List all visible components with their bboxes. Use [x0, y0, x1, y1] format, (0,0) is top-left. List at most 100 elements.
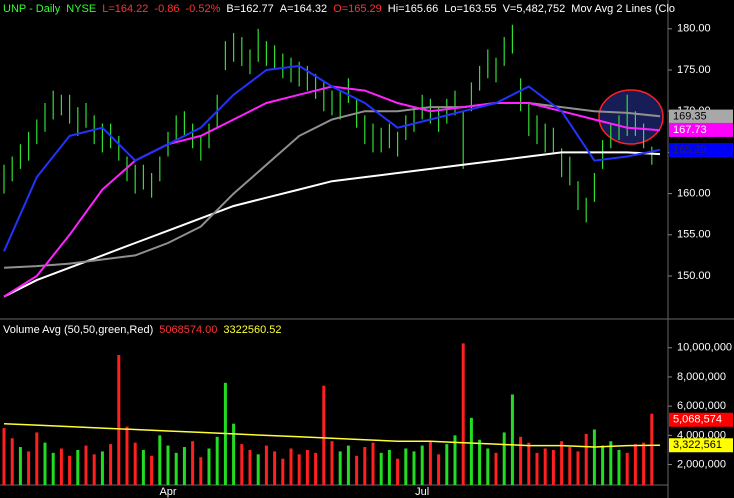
volume-bar: [551, 449, 555, 485]
volume-bar: [109, 444, 113, 485]
volume-bar: [527, 442, 531, 485]
header-item: L=164.22: [102, 3, 148, 15]
volume-bar: [264, 445, 268, 485]
volume-bar: [625, 452, 629, 485]
moving-average: [3, 102, 661, 269]
volume-bar: [519, 436, 523, 485]
header-item: Mov Avg 2 Lines (Clo: [571, 3, 675, 15]
volume-bar: [379, 452, 383, 485]
volume-bar: [68, 455, 72, 485]
y-tick-label: 8,000,000: [677, 371, 726, 383]
volume-bar: [404, 448, 408, 485]
header-item: A=164.32: [280, 3, 327, 15]
volume-bar: [560, 441, 564, 485]
volume-bar: [642, 442, 646, 485]
volume-bar: [18, 447, 22, 485]
volume-bar: [150, 455, 154, 485]
volume-bar: [289, 448, 293, 485]
y-tick-label: 155.00: [677, 229, 711, 241]
volume-bar: [453, 435, 457, 485]
volume-bar: [125, 426, 129, 485]
volume-bar: [207, 448, 211, 485]
volume-bar: [330, 441, 334, 485]
header-item: O=165.29: [333, 3, 382, 15]
highlight-circle: [598, 89, 664, 145]
volume-bar: [273, 451, 277, 485]
y-tick-label: 180.00: [677, 23, 711, 35]
volume-bar: [141, 449, 145, 485]
volume-bar: [633, 444, 637, 485]
header-item: Lo=163.55: [444, 3, 496, 15]
volume-bar: [346, 445, 350, 485]
volume-bar: [535, 452, 539, 485]
volume-bar: [166, 445, 170, 485]
volume-bar: [322, 385, 326, 485]
x-axis-label: Apr: [159, 486, 176, 498]
volume-bar: [617, 449, 621, 485]
volume-bar: [486, 448, 490, 485]
header: UNP - Daily NYSE L=164.22 -0.86 -0.52% B=162.…: [3, 3, 675, 15]
header-item: -0.52%: [186, 3, 221, 15]
volume-bar: [461, 343, 465, 485]
volume-bar: [84, 445, 88, 485]
volume-bar: [10, 438, 14, 485]
volume-bar: [437, 454, 441, 485]
header-item: Hi=165.66: [388, 3, 438, 15]
volume-bar: [117, 355, 121, 485]
header-item: NYSE: [66, 3, 96, 15]
volume-bar: [469, 417, 473, 485]
last-value-label: 3,322,561: [673, 439, 722, 451]
header-item: -0.86: [154, 3, 179, 15]
volume-bar: [35, 432, 39, 485]
last-value-label: 169.35: [673, 110, 707, 122]
volume-bar: [576, 451, 580, 485]
header-item: V=5,482,752: [503, 3, 566, 15]
volume-bar: [601, 445, 605, 485]
volume-bar: [445, 444, 449, 485]
volume-bar: [338, 451, 342, 485]
volume-bar: [568, 447, 572, 485]
header-item: B=162.77: [226, 3, 273, 15]
header-item: 5068574.00: [159, 324, 217, 336]
last-value-label: 167.73: [673, 124, 707, 136]
header-item: UNP - Daily: [3, 3, 61, 15]
volume-average: [3, 422, 661, 448]
y-tick-label: 2,000,000: [677, 458, 726, 470]
volume-bar: [76, 449, 80, 485]
header-item: Volume Avg (50,50,green,Red): [3, 324, 153, 336]
volume-bar: [297, 454, 301, 485]
volume-bar: [387, 449, 391, 485]
volume-bar: [396, 458, 400, 485]
volume-bar: [281, 458, 285, 485]
last-value-box: [669, 109, 733, 124]
last-value-label: 5,068,574: [673, 414, 722, 426]
last-value-box: [669, 143, 733, 158]
volume-bar: [240, 444, 244, 485]
volume-bar: [584, 433, 588, 485]
volume-bar: [92, 454, 96, 485]
volume-bar: [232, 423, 236, 485]
volume-bar: [355, 455, 359, 485]
moving-average: [3, 64, 661, 252]
volume-bar: [371, 442, 375, 485]
volume-bar: [51, 452, 55, 485]
header: Volume Avg (50,50,green,Red) 5068574.00 33…: [3, 324, 281, 336]
y-tick-label: 10,000,000: [677, 342, 732, 354]
volume-bar: [363, 447, 367, 485]
volume-bar: [494, 452, 498, 485]
volume-bar: [133, 442, 137, 485]
volume-bar: [215, 436, 219, 485]
volume-bar: [199, 457, 203, 485]
last-value-label: 165.29: [673, 144, 707, 156]
last-value-box: [669, 412, 733, 427]
volume-bar: [478, 439, 482, 485]
volume-bar: [59, 448, 63, 485]
volume-bar: [27, 451, 31, 485]
volume-bar: [543, 448, 547, 485]
volume-bar: [174, 452, 178, 485]
y-tick-label: 6,000,000: [677, 400, 726, 412]
y-tick-label: 175.00: [677, 64, 711, 76]
volume-bar: [100, 451, 104, 485]
